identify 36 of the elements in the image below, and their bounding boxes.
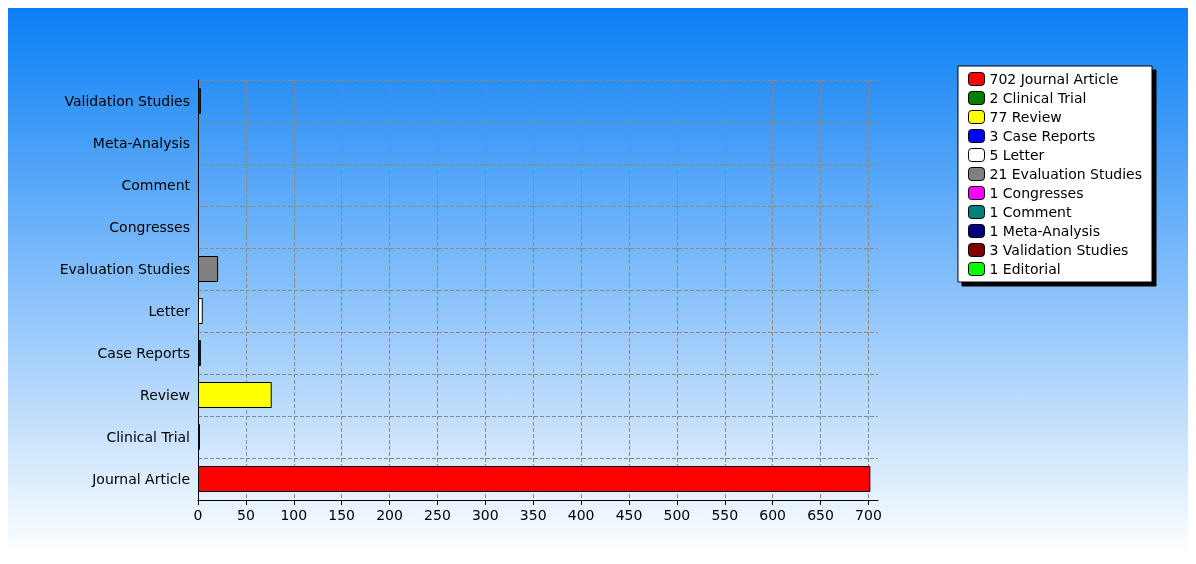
x-tick-label: 200 xyxy=(376,507,403,523)
y-tick-label: Comment xyxy=(121,177,191,193)
legend-label: 1 Comment xyxy=(989,204,1072,220)
y-tick-label: Journal Article xyxy=(91,471,190,487)
y-tick-label: Validation Studies xyxy=(64,93,190,109)
x-tick-label: 350 xyxy=(519,507,547,523)
x-tick-label: 700 xyxy=(855,507,882,523)
x-tick-label: 0 xyxy=(193,507,203,523)
y-tick-label: Congresses xyxy=(109,219,190,235)
legend-label: 21 Evaluation Studies xyxy=(989,166,1143,182)
x-tick-label: 550 xyxy=(711,507,739,523)
x-tick-label: 250 xyxy=(424,507,451,523)
y-tick-label: Review xyxy=(140,387,190,403)
x-tick-label: 400 xyxy=(567,507,595,523)
y-tick-label: Case Reports xyxy=(97,345,190,361)
x-tick-label: 650 xyxy=(807,507,834,523)
y-tick-label: Meta-Analysis xyxy=(92,135,190,151)
x-tick-label: 450 xyxy=(615,507,643,523)
legend-label: 77 Review xyxy=(989,109,1062,125)
legend-label: 3 Case Reports xyxy=(989,128,1096,144)
x-tick-label: 50 xyxy=(236,507,255,523)
legend-label: 702 Journal Article xyxy=(989,71,1119,87)
x-tick-label: 150 xyxy=(328,507,356,523)
y-tick-label: Clinical Trial xyxy=(106,429,190,445)
x-tick-label: 300 xyxy=(471,507,499,523)
x-tick-label: 100 xyxy=(280,507,308,523)
y-tick-label: Letter xyxy=(148,303,191,319)
legend-label: 2 Clinical Trial xyxy=(989,90,1087,106)
y-tick-label: Evaluation Studies xyxy=(59,261,190,277)
x-tick-label: 600 xyxy=(759,507,787,523)
legend-label: 5 Letter xyxy=(989,147,1045,163)
legend-label: 1 Editorial xyxy=(989,261,1061,277)
x-tick-label: 500 xyxy=(663,507,691,523)
legend-label: 1 Congresses xyxy=(989,185,1084,201)
legend-label: 3 Validation Studies xyxy=(989,242,1129,258)
legend-label: 1 Meta-Analysis xyxy=(989,223,1101,239)
